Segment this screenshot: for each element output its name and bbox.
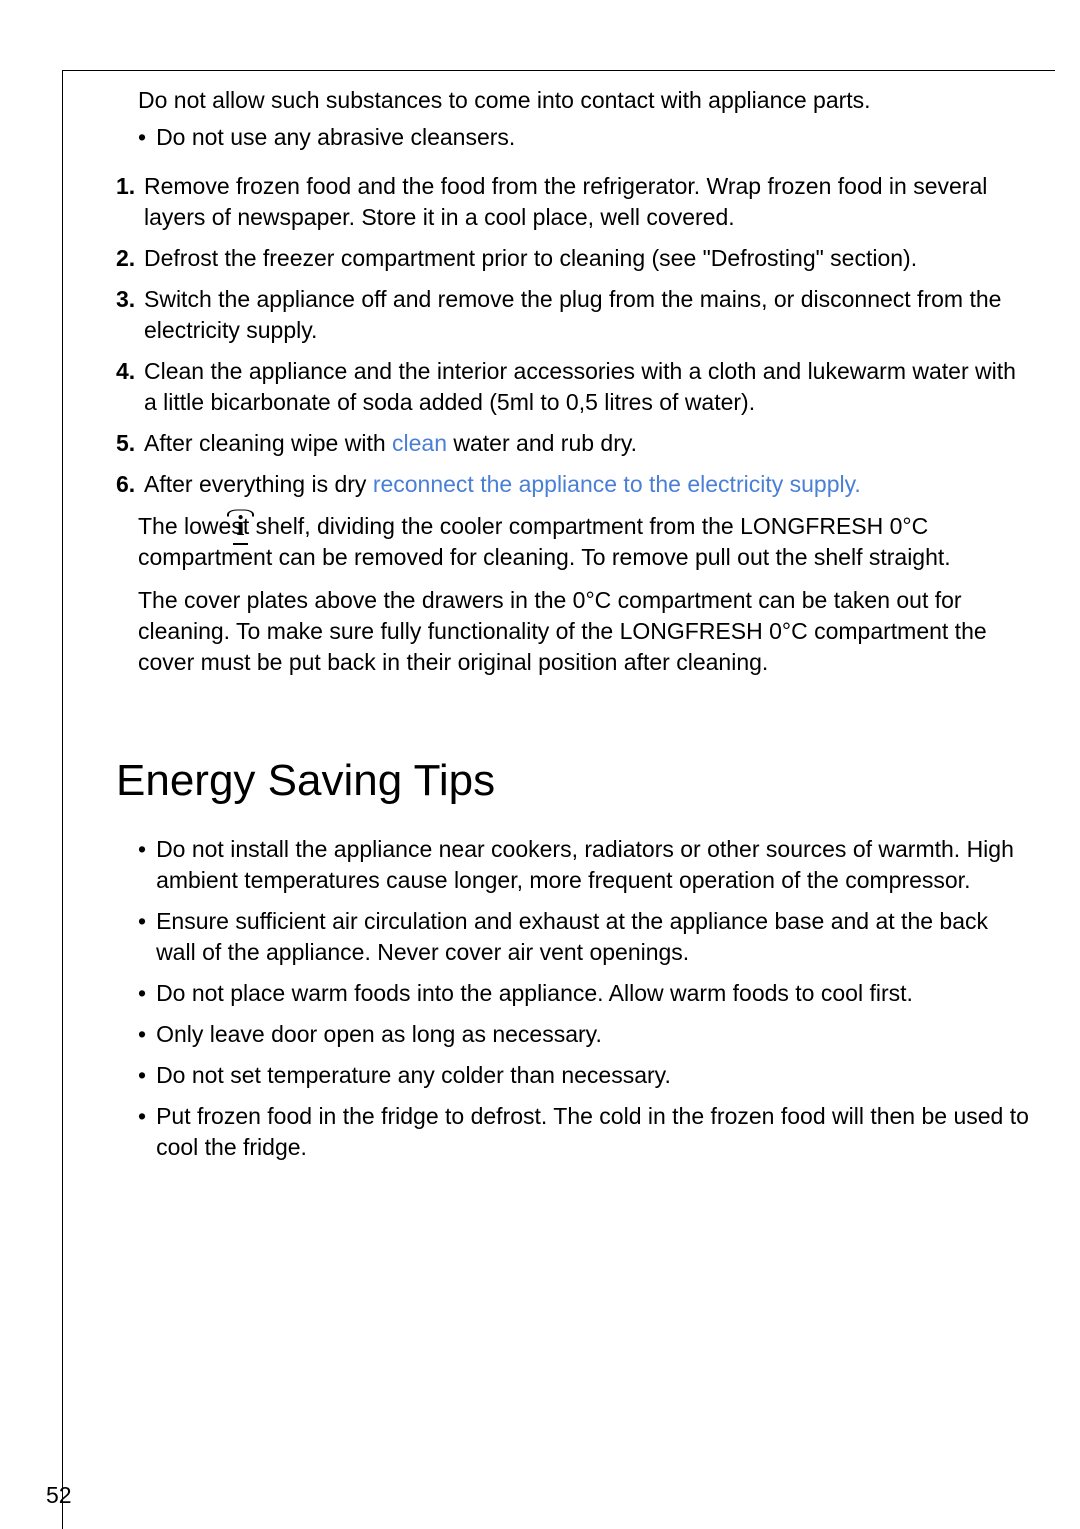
info-paragraph-2: The cover plates above the drawers in th… [138, 585, 1030, 678]
info-block: i The lowest shelf, dividing the cooler … [138, 511, 1030, 678]
page-number: 52 [46, 1482, 72, 1509]
info-icon-glyph: i [233, 511, 249, 545]
info-paragraph-1: The lowest shelf, dividing the cooler co… [138, 511, 1030, 573]
info-icon: i [223, 511, 258, 545]
page-border [62, 70, 1055, 1529]
